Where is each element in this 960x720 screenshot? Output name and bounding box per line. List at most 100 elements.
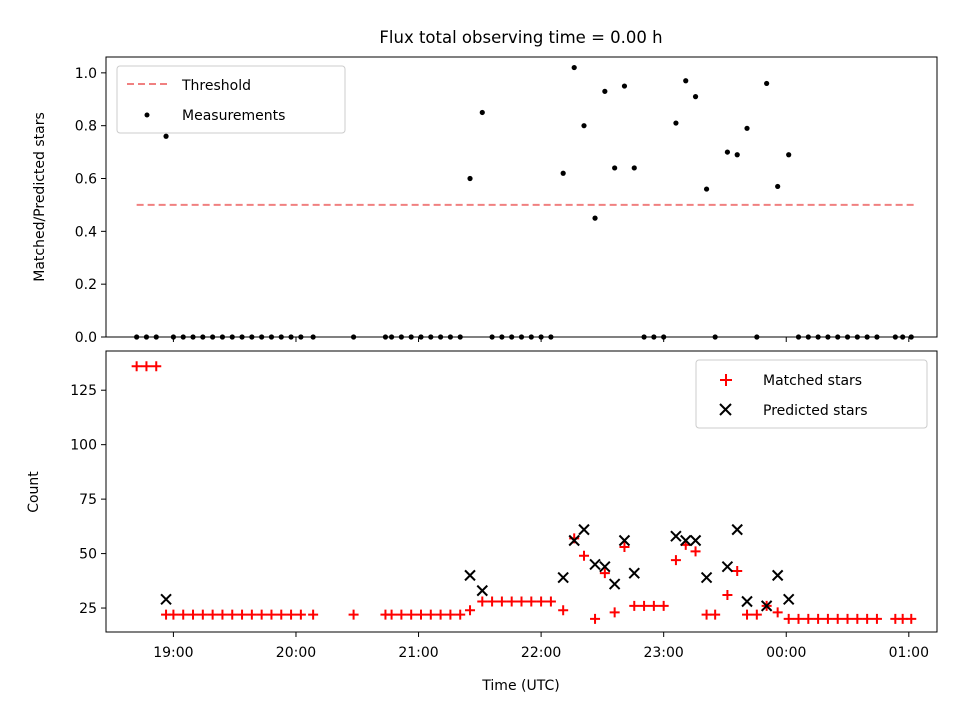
predicted-star-point bbox=[476, 584, 488, 597]
matched-star-point bbox=[783, 613, 794, 624]
bottom-y-tick-label: 75 bbox=[79, 492, 97, 508]
measurement-point bbox=[612, 165, 618, 171]
matched-star-point bbox=[670, 555, 681, 566]
matched-star-point bbox=[276, 609, 287, 620]
measurement-point bbox=[764, 80, 770, 87]
predicted-star-point bbox=[628, 567, 640, 579]
bottom-y-tick-label: 50 bbox=[79, 547, 97, 563]
predicted-star-point bbox=[160, 593, 172, 606]
matched-star-point bbox=[793, 613, 804, 624]
matched-star-point bbox=[558, 605, 569, 616]
predicted-star-point bbox=[782, 593, 795, 606]
predicted-star-point bbox=[618, 534, 631, 547]
measurement-point bbox=[163, 133, 169, 139]
legend-matched-label: Matched stars bbox=[763, 373, 862, 389]
matched-star-point bbox=[609, 607, 620, 618]
bottom-legend-box bbox=[695, 359, 928, 429]
predicted-star-point bbox=[568, 534, 580, 547]
matched-star-point bbox=[141, 361, 152, 372]
bottom-legend: Matched stars Predicted stars bbox=[695, 359, 928, 429]
matched-star-point bbox=[188, 609, 199, 620]
matched-star-point bbox=[742, 609, 753, 620]
measurement-point bbox=[631, 165, 637, 171]
measurement-point bbox=[744, 125, 750, 131]
matched-star-point bbox=[348, 609, 359, 620]
matched-star-point bbox=[536, 596, 547, 607]
matched-star-point bbox=[396, 609, 407, 620]
measurement-point bbox=[724, 149, 731, 155]
matched-star-point bbox=[701, 609, 712, 620]
matched-star-point bbox=[207, 609, 218, 620]
matched-star-point bbox=[386, 609, 397, 620]
chart-title: Flux total observing time = 0.00 h bbox=[379, 28, 662, 47]
matched-star-point bbox=[131, 361, 142, 372]
bottom-x-tick-label: 23:00 bbox=[643, 645, 683, 661]
measurement-point bbox=[467, 175, 473, 182]
top-legend-box bbox=[116, 65, 346, 134]
matched-star-point bbox=[772, 607, 783, 618]
top-y-tick-label: 1.0 bbox=[75, 66, 97, 82]
bottom-x-tick-label: 19:00 bbox=[153, 645, 193, 661]
top-y-tick-label: 0.2 bbox=[75, 277, 97, 293]
matched-star-point bbox=[599, 568, 610, 579]
matched-star-point bbox=[237, 609, 248, 620]
top-y-tick-label: 0.0 bbox=[75, 330, 97, 346]
bottom-plot-frame bbox=[105, 350, 938, 633]
predicted-stars-series bbox=[160, 523, 795, 612]
matched-star-point bbox=[813, 613, 824, 624]
matched-star-point bbox=[455, 609, 466, 620]
predicted-star-point bbox=[608, 578, 621, 590]
bottom-x-tick-label: 22:00 bbox=[521, 645, 561, 661]
matched-star-point bbox=[246, 609, 257, 620]
matched-star-point bbox=[465, 605, 476, 616]
matched-star-point bbox=[506, 596, 517, 607]
matched-star-point bbox=[590, 613, 601, 624]
matched-star-point bbox=[197, 609, 208, 620]
matched-star-point bbox=[496, 596, 507, 607]
measurement-point bbox=[621, 83, 628, 89]
matched-stars-series bbox=[131, 361, 917, 624]
measurement-point bbox=[571, 64, 577, 71]
matched-star-point bbox=[178, 609, 189, 620]
matched-star-point bbox=[415, 609, 426, 620]
measurement-point bbox=[673, 120, 679, 126]
top-y-tick-label: 0.6 bbox=[75, 172, 97, 188]
predicted-star-point bbox=[557, 571, 569, 584]
predicted-star-point bbox=[670, 530, 682, 542]
legend-measurements-swatch bbox=[144, 112, 150, 118]
bottom-y-tick-label: 125 bbox=[70, 383, 97, 399]
legend-threshold-label: Threshold bbox=[181, 78, 251, 94]
matched-star-point bbox=[487, 596, 498, 607]
matched-star-point bbox=[648, 600, 659, 611]
measurement-point bbox=[692, 94, 699, 100]
matched-star-point bbox=[722, 589, 733, 600]
measurement-point bbox=[602, 88, 608, 94]
legend-predicted-label: Predicted stars bbox=[763, 403, 868, 419]
matched-star-point bbox=[445, 609, 456, 620]
top-y-tick-label: 0.8 bbox=[75, 119, 97, 135]
bottom-x-tick-label: 01:00 bbox=[889, 645, 929, 661]
matched-star-point bbox=[477, 596, 488, 607]
matched-star-point bbox=[406, 609, 417, 620]
predicted-star-point bbox=[599, 560, 611, 573]
matched-star-point bbox=[732, 566, 743, 577]
measurement-point bbox=[775, 183, 781, 190]
matched-star-point bbox=[822, 613, 833, 624]
measurement-point bbox=[703, 186, 710, 192]
matched-star-point bbox=[803, 613, 814, 624]
measurement-point bbox=[734, 152, 740, 158]
matched-star-point bbox=[906, 613, 917, 624]
predicted-star-point bbox=[589, 558, 601, 571]
predicted-star-point bbox=[771, 569, 784, 582]
predicted-star-point bbox=[731, 523, 743, 536]
matched-star-point bbox=[629, 600, 640, 611]
legend-predicted-swatch bbox=[719, 403, 732, 416]
measurement-point bbox=[592, 215, 598, 221]
matched-star-point bbox=[852, 613, 863, 624]
bottom-y-axis-label: Count bbox=[26, 471, 42, 513]
x-axis-label: Time (UTC) bbox=[481, 678, 559, 694]
predicted-star-point bbox=[680, 534, 692, 547]
top-legend: Threshold Measurements bbox=[116, 65, 346, 134]
bottom-x-tick-label: 00:00 bbox=[766, 645, 806, 661]
